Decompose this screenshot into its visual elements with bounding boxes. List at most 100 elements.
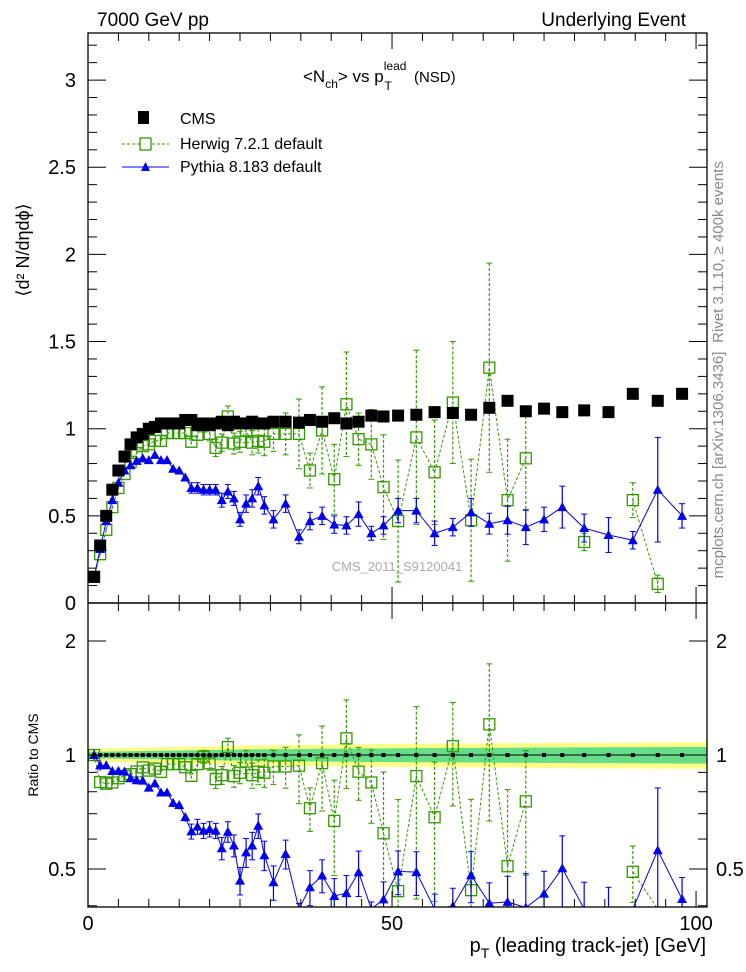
pythia-main-point — [502, 515, 513, 525]
pythia-main-point — [192, 482, 203, 492]
ratio-panel-marks — [88, 663, 688, 907]
herwig-ratio-point — [410, 769, 423, 783]
y-axis-label: ⟨d² N/dηdϕ⟩ — [13, 203, 33, 296]
herwig-ratio-point — [428, 811, 441, 824]
pythia-ratio-point — [268, 877, 279, 887]
herwig-ratio-point — [258, 766, 271, 779]
cms-main-point — [118, 450, 131, 463]
herwig-main-point — [340, 398, 353, 411]
pythia-ratio-point — [168, 797, 179, 807]
pythia-main-point — [317, 510, 328, 520]
cms-main-point — [352, 415, 365, 428]
pythia-main-point — [222, 486, 233, 496]
herwig-main-point — [410, 431, 423, 444]
y-tick-label: 0.5 — [48, 506, 76, 528]
herwig-main-line — [93, 367, 527, 577]
cms-main-point — [365, 409, 378, 422]
pythia-main-point — [652, 484, 663, 494]
cms-main-point — [538, 402, 551, 415]
pythia-ratio-point — [247, 840, 258, 850]
cms-ratio-point — [344, 753, 349, 758]
herwig-main-point — [258, 435, 271, 448]
pythia-main-point — [411, 505, 422, 515]
pythia-ratio-point — [241, 847, 252, 857]
plot-title: <Nch> vs plead T (NSD) — [303, 59, 456, 93]
herwig-ratio-point — [483, 718, 496, 731]
pythia-ratio-point — [411, 867, 422, 877]
cms-ratio-point — [225, 753, 230, 758]
cms-ratio-point — [505, 753, 510, 758]
pythia-ratio-point — [523, 902, 529, 907]
cms-main-point — [578, 404, 591, 417]
mcplots-reference-text: mcplots.cern.ch [arXiv:1306.3436] — [710, 352, 727, 579]
cms-ratio-point — [165, 753, 170, 758]
herwig-ratio-point — [221, 741, 235, 754]
cms-ratio-point — [307, 753, 312, 758]
herwig-ratio-point — [365, 776, 378, 789]
cms-main-point — [340, 417, 353, 430]
cms-ratio-point — [122, 753, 127, 758]
ratio-y-tick-label-right: 0.5 — [716, 859, 744, 881]
herwig-ratio-point — [303, 802, 317, 815]
cms-ratio-point — [177, 753, 182, 758]
pythia-ratio-point — [329, 890, 340, 900]
pythia-main-point — [259, 500, 270, 510]
title-main: <N — [303, 67, 325, 86]
cms-ratio-point — [414, 753, 419, 758]
cms-ratio-point — [116, 753, 121, 758]
pythia-ratio-point — [557, 863, 568, 873]
cms-ratio-point — [213, 753, 218, 758]
cms-ratio-point — [655, 753, 660, 758]
cms-ratio-point — [201, 753, 206, 758]
pythia-ratio-point — [341, 888, 352, 898]
cms-ratio-point — [606, 753, 611, 758]
pythia-ratio-point — [539, 888, 550, 898]
pythia-main-point — [125, 460, 136, 470]
pythia-ratio-point — [652, 845, 663, 855]
main-panel-marks — [88, 262, 689, 594]
cms-ratio-point — [183, 753, 188, 758]
x-axis-label-p: p — [470, 935, 481, 957]
pythia-ratio-point — [259, 850, 270, 860]
cms-main-point — [124, 438, 137, 451]
pythia-ratio-point — [216, 843, 227, 853]
pythia-main-point — [579, 523, 590, 533]
pythia-ratio-point — [393, 866, 404, 876]
pythia-main-point — [341, 520, 352, 530]
cms-main-point — [112, 464, 125, 477]
pythia-ratio-point — [378, 894, 389, 904]
cms-ratio-point — [171, 753, 176, 758]
cms-main-point — [100, 509, 113, 522]
y-tick-label: 2 — [65, 244, 76, 266]
pythia-ratio-point — [280, 848, 291, 858]
cms-ratio-point — [523, 753, 528, 758]
cms-ratio-point — [356, 753, 361, 758]
pythia-main-point — [210, 484, 221, 494]
ratio-y-axis-label: Ratio to CMS — [25, 713, 41, 796]
header-left: 7000 GeV pp — [97, 10, 209, 31]
pythia-ratio-point — [204, 824, 215, 834]
cms-main-point — [446, 407, 459, 419]
pythia-main-point — [216, 495, 227, 505]
herwig-ratio-point — [352, 765, 365, 778]
herwig-main-point — [267, 427, 280, 441]
herwig-main-point — [352, 432, 365, 446]
herwig-ratio-point — [377, 827, 390, 840]
legend-cms-marker — [138, 111, 149, 124]
ratio-y-tick-label-right: 1 — [716, 745, 727, 767]
pythia-main-point — [429, 528, 440, 538]
herwig-ratio-point — [279, 760, 292, 773]
legend-cms-label: CMS — [180, 111, 216, 128]
pythia-main-point — [162, 455, 173, 465]
cms-ratio-point — [332, 753, 337, 758]
pythia-main-point — [627, 535, 638, 545]
pythia-ratio-point — [101, 760, 112, 770]
herwig-ratio-point — [185, 769, 198, 783]
x-tick-label: 50 — [381, 913, 403, 935]
cms-main-point — [626, 387, 639, 400]
pythia-ratio-point — [502, 896, 513, 906]
cms-ratio-point — [582, 753, 587, 758]
cms-ratio-point — [146, 753, 151, 758]
pythia-main-point — [168, 463, 179, 473]
pythia-main-point — [393, 505, 404, 515]
